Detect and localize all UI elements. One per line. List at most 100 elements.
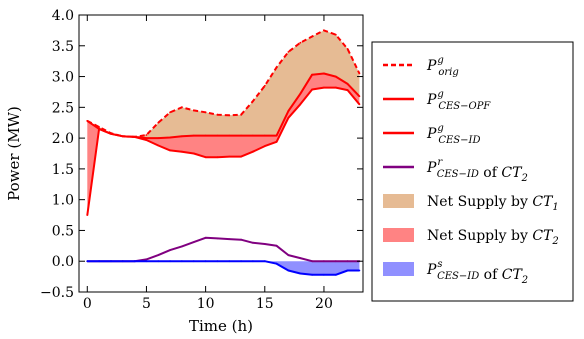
legend: Pg orig Pg CES−OPF Pg CES−ID Pr CES−ID of CT2 Ne… <box>371 41 574 302</box>
point-p_s_ces_id <box>192 260 195 263</box>
area-net_supply_ct1 <box>87 30 360 139</box>
point-p_r_ces_id <box>334 260 337 263</box>
point-p_ces_id <box>334 86 337 89</box>
y-tick-label: 4.0 <box>52 8 74 24</box>
point-p_ces_id <box>157 144 160 147</box>
point-p_ces_opf <box>192 134 195 137</box>
point-p_s_ces_id <box>110 260 112 263</box>
point-p_s_ces_id <box>252 260 254 263</box>
y-tick-label: −0.5 <box>40 285 74 301</box>
point-p_r_ces_id <box>299 257 302 259</box>
point-p_s_ces_id <box>181 260 183 263</box>
point-p_orig <box>263 84 266 87</box>
point-p_ces_id <box>346 89 349 91</box>
point-p_s_ces_id <box>311 273 313 276</box>
point-p_ces_id <box>323 86 325 89</box>
point-p_ces_opf <box>275 134 278 137</box>
axis-ticks: 0 5 10 15 20 −0.5 0.0 0.5 1.0 1.5 2.0 2.5 3.0 3.5 4.0 <box>40 8 363 312</box>
point-p_orig <box>240 113 243 116</box>
point-p_s_ces_id <box>346 269 349 272</box>
point-p_ces_id <box>145 139 148 141</box>
point-p_ces_id <box>228 155 231 158</box>
point-p_ces_opf <box>204 134 207 137</box>
point-p_s_ces_id <box>228 260 231 263</box>
point-p_s_ces_id <box>169 260 172 263</box>
point-p_ces_id <box>204 156 207 159</box>
area-net_supply_ct2 <box>87 73 360 216</box>
point-p_s_ces_id <box>133 260 136 263</box>
point-p_s_ces_id <box>240 260 243 263</box>
point-p_ces_id <box>86 214 89 217</box>
point-p_ces_opf <box>145 137 148 140</box>
point-p_orig <box>169 111 172 114</box>
point-p_r_ces_id <box>228 238 231 241</box>
point-p_orig <box>181 106 183 109</box>
point-p_ces_opf <box>157 137 160 140</box>
point-p_ces_opf <box>240 134 243 137</box>
x-tick-label: 0 <box>83 296 92 312</box>
point-p_ces_id <box>121 135 124 138</box>
point-p_orig <box>358 72 361 75</box>
point-p_ces_opf <box>299 92 302 95</box>
point-p_r_ces_id <box>346 260 349 263</box>
point-p_ces_opf <box>346 83 349 85</box>
point-p_ces_id <box>263 145 266 148</box>
point-p_r_ces_id <box>145 258 148 261</box>
point-p_orig <box>311 35 313 38</box>
point-p_s_ces_id <box>216 260 219 263</box>
point-p_orig <box>216 113 219 116</box>
point-p_r_ces_id <box>216 237 219 240</box>
point-p_r_ces_id <box>311 260 313 263</box>
point-p_ces_opf <box>216 134 219 137</box>
x-axis-label: Time (h) <box>189 317 253 335</box>
point-p_s_ces_id <box>323 273 325 276</box>
point-p_r_ces_id <box>157 254 160 256</box>
point-p_orig <box>157 121 160 124</box>
y-axis-label: Power (MW) <box>5 106 23 201</box>
point-p_orig <box>204 111 207 114</box>
area-p_s_area <box>87 261 360 275</box>
point-p_orig <box>323 29 325 32</box>
line-p_r_ces_id <box>87 236 360 263</box>
y-tick-label: 3.5 <box>52 39 74 55</box>
point-p_ces_id <box>252 150 254 153</box>
point-p_orig <box>192 109 195 112</box>
point-p_ces_opf <box>86 120 89 122</box>
y-tick-label: 0.5 <box>52 223 74 239</box>
x-tick-label: 10 <box>197 296 215 312</box>
point-p_ces_id <box>181 150 183 153</box>
point-p_s_ces_id <box>334 273 337 276</box>
point-p_ces_id <box>169 149 172 152</box>
legend-box <box>371 41 574 302</box>
filled-areas <box>87 30 360 275</box>
legend-label-p_s_ces_id: Ps CES−ID of CT2 <box>426 259 528 286</box>
legend-label-p_r_ces_id: Pr CES−ID of CT2 <box>426 157 528 184</box>
line-p_s_ces_id <box>87 260 360 276</box>
point-p_orig <box>287 51 290 53</box>
legend-label-p_ces_id: Pg CES−ID <box>426 123 480 146</box>
point-p_r_ces_id <box>169 249 172 252</box>
y-tick-label: 2.0 <box>52 131 74 147</box>
point-p_ces_id <box>216 156 219 159</box>
point-p_ces_id <box>240 155 243 158</box>
point-p_s_ces_id <box>157 260 160 263</box>
point-p_r_ces_id <box>192 241 195 244</box>
point-p_orig <box>228 114 231 117</box>
point-p_s_ces_id <box>145 260 148 263</box>
point-p_orig <box>145 134 148 136</box>
legend-label-net_supply_ct2: Net Supply by CT2 <box>427 228 559 247</box>
point-p_s_ces_id <box>204 260 207 263</box>
line-p_ces_id <box>86 86 361 216</box>
y-tick-label: 2.5 <box>52 100 74 116</box>
point-p_ces_opf <box>323 72 325 75</box>
legend-patch-net_supply_ct1 <box>383 194 414 208</box>
point-p_ces_opf <box>228 134 231 137</box>
x-tick-label: 20 <box>315 296 333 312</box>
legend-label-net_supply_ct1: Net Supply by CT1 <box>427 194 559 213</box>
point-p_orig <box>299 41 302 44</box>
point-p_ces_id <box>98 127 100 130</box>
point-p_r_ces_id <box>181 245 183 248</box>
point-p_ces_id <box>110 132 112 135</box>
y-tick-label: 1.5 <box>52 162 74 178</box>
